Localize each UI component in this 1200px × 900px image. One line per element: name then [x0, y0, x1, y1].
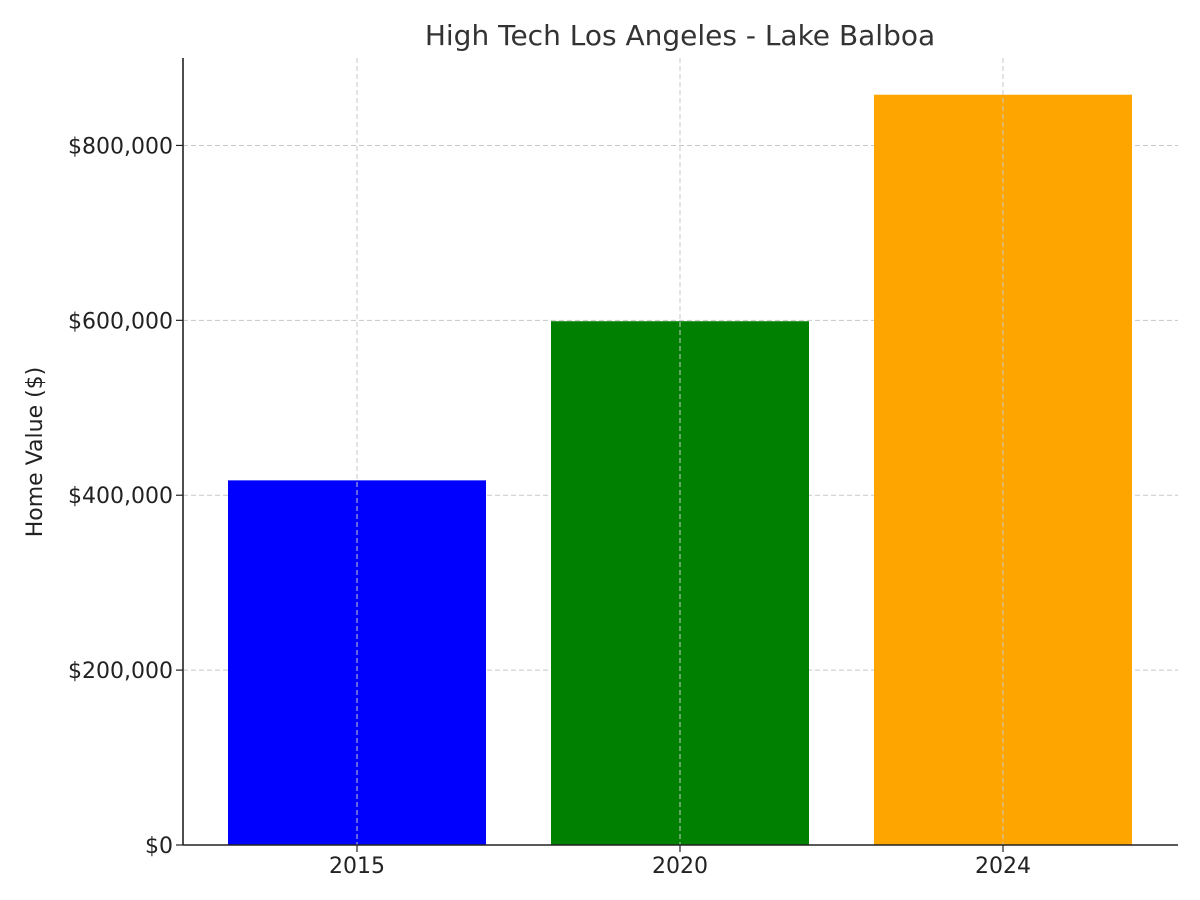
y-axis-label: Home Value ($) [23, 367, 48, 538]
y-tick-label: $600,000 [68, 309, 173, 334]
axes [176, 58, 1178, 852]
x-tick-label: 2020 [652, 854, 708, 879]
chart-title: High Tech Los Angeles - Lake Balboa [425, 19, 935, 52]
y-tick-label: $0 [145, 834, 173, 859]
y-tick-label: $400,000 [68, 484, 173, 509]
x-tick-label: 2024 [975, 854, 1031, 879]
x-tick-label: 2015 [329, 854, 385, 879]
y-tick-label: $200,000 [68, 659, 173, 684]
y-tick-label: $800,000 [68, 134, 173, 159]
bars [228, 58, 1132, 845]
tick-labels: $0 $200,000 $400,000 $600,000 $800,000 2015 20… [68, 134, 1031, 879]
